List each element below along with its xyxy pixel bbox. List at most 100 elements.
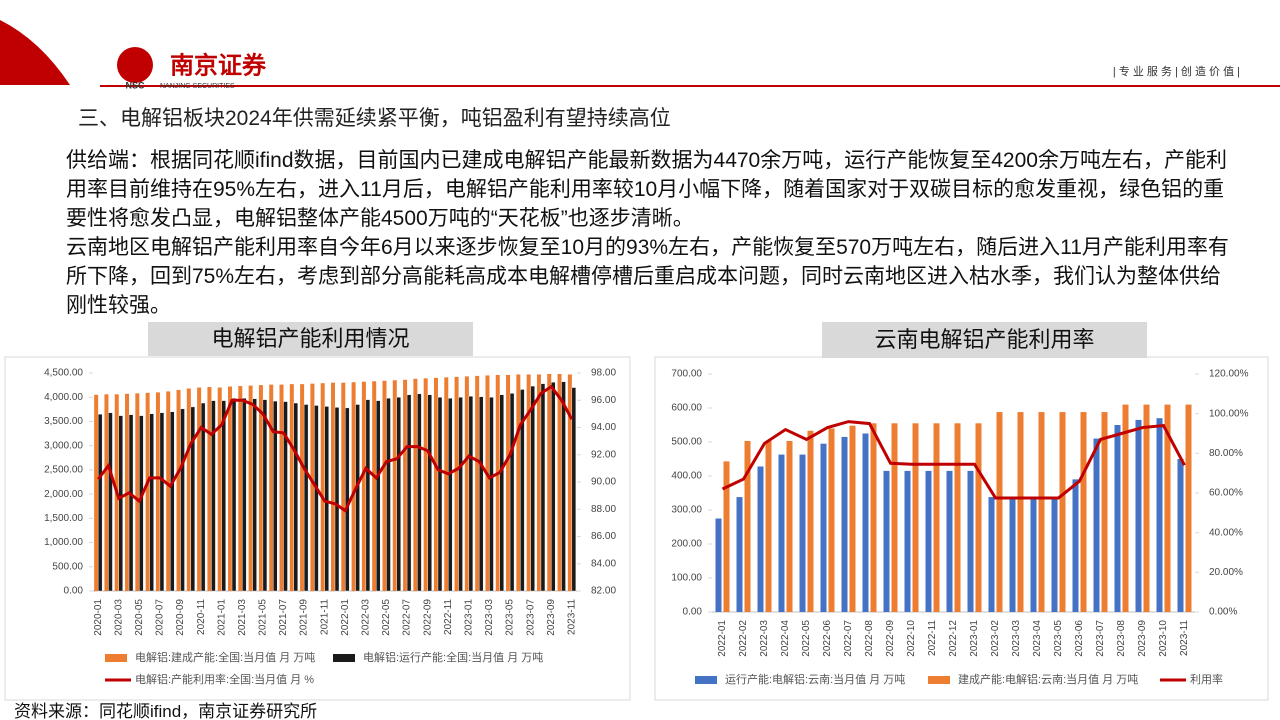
- bar: [382, 380, 387, 591]
- y-tick-label: 0.00: [64, 586, 84, 597]
- x-tick-label: 2020-01: [93, 599, 104, 636]
- bar: [149, 413, 154, 592]
- bar: [516, 374, 521, 591]
- x-tick-label: 2021-01: [216, 599, 227, 636]
- bar: [862, 433, 869, 612]
- x-tick-label: 2023-04: [1032, 620, 1043, 657]
- bar: [786, 440, 793, 612]
- y2-tick-label: 100.00%: [1209, 408, 1249, 419]
- y2-tick-label: 120.00%: [1209, 369, 1249, 380]
- bar: [221, 400, 226, 592]
- y2-tick-label: 82.00: [591, 586, 616, 597]
- logo-en: NANJING SECURITIES: [160, 83, 235, 90]
- bar: [135, 393, 140, 591]
- x-tick-label: 2022-05: [381, 599, 392, 636]
- legend-label: 电解铝:产能利用率:全国:当月值 月 %: [135, 672, 314, 686]
- bar: [757, 466, 764, 612]
- bar: [190, 406, 196, 592]
- x-tick-label: 2022-01: [717, 620, 728, 657]
- bar: [176, 389, 181, 591]
- bar: [891, 423, 898, 612]
- x-tick-label: 2022-11: [927, 620, 938, 656]
- x-tick-label: 2022-12: [948, 620, 959, 657]
- bar: [1072, 479, 1079, 612]
- logo-mark: [117, 47, 153, 83]
- y-tick-label: 200.00: [671, 539, 702, 550]
- bar: [166, 391, 171, 591]
- bar: [509, 393, 515, 592]
- y2-tick-label: 96.00: [591, 395, 616, 406]
- bar: [386, 397, 391, 592]
- bar: [406, 394, 412, 592]
- y-tick-label: 3,500.00: [44, 416, 83, 427]
- bar: [242, 397, 247, 592]
- x-tick-label: 2020-09: [175, 599, 186, 636]
- bar: [1177, 459, 1184, 612]
- y-tick-label: 2,000.00: [44, 489, 83, 500]
- y-tick-label: 500.00: [52, 561, 83, 572]
- bar: [207, 387, 212, 591]
- bar: [744, 440, 751, 612]
- bar: [375, 400, 381, 592]
- bar: [925, 470, 932, 612]
- y2-tick-label: 86.00: [591, 531, 616, 542]
- y-tick-label: 0.00: [683, 607, 703, 618]
- bar: [269, 384, 274, 591]
- y2-tick-label: 92.00: [591, 449, 616, 460]
- x-tick-label: 2023-11: [566, 599, 577, 635]
- bar: [351, 382, 356, 591]
- bar: [238, 386, 243, 591]
- bar: [561, 381, 566, 592]
- y-tick-label: 300.00: [671, 505, 702, 516]
- bar: [1114, 425, 1121, 612]
- bar: [454, 376, 459, 591]
- bar: [1080, 412, 1087, 612]
- bar: [458, 397, 463, 592]
- legend-swatch: [333, 654, 355, 662]
- y2-tick-label: 90.00: [591, 477, 616, 488]
- corner-decoration: [0, 20, 70, 85]
- bar: [736, 497, 743, 612]
- bar: [145, 392, 150, 591]
- bar: [1135, 419, 1142, 612]
- bar: [128, 414, 134, 592]
- x-tick-label: 2023-01: [464, 599, 475, 636]
- bar: [427, 394, 432, 592]
- legend-label: 建成产能:电解铝:云南:当月值 月 万吨: [958, 672, 1138, 686]
- x-tick-label: 2023-02: [990, 620, 1001, 657]
- x-tick-label: 2020-05: [134, 599, 145, 636]
- x-tick-label: 2020-11: [196, 599, 207, 635]
- source: 资料来源：同花顺ifind，南京证券研究所: [14, 702, 318, 720]
- bar: [433, 377, 438, 591]
- bar: [464, 376, 469, 591]
- bar: [988, 497, 995, 612]
- x-tick-label: 2021-05: [258, 599, 269, 636]
- title-banner: [148, 322, 473, 356]
- x-tick-label: 2023-01: [969, 620, 980, 657]
- bar: [355, 404, 360, 592]
- x-tick-label: 2023-10: [1158, 620, 1169, 657]
- bar: [372, 381, 377, 591]
- bar: [303, 404, 309, 592]
- bar: [1122, 404, 1129, 612]
- x-tick-label: 2022-09: [422, 599, 433, 636]
- bar: [820, 443, 827, 612]
- bar: [530, 385, 535, 592]
- logo-text: 南京证券: [170, 51, 267, 79]
- bar: [170, 411, 175, 592]
- bar: [155, 392, 160, 591]
- bar: [310, 383, 315, 591]
- bar: [715, 518, 722, 612]
- x-tick-label: 2023-06: [1074, 620, 1085, 657]
- bar: [904, 470, 911, 612]
- x-tick-label: 2022-02: [738, 620, 749, 657]
- bar: [324, 406, 329, 592]
- x-tick-label: 2023-07: [1095, 620, 1106, 657]
- bar: [320, 383, 325, 591]
- title-banner: [822, 322, 1147, 358]
- x-tick-label: 2023-03: [484, 599, 495, 636]
- x-tick-label: 2022-03: [759, 620, 770, 657]
- bar: [283, 401, 288, 592]
- x-tick-label: 2023-09: [546, 599, 557, 636]
